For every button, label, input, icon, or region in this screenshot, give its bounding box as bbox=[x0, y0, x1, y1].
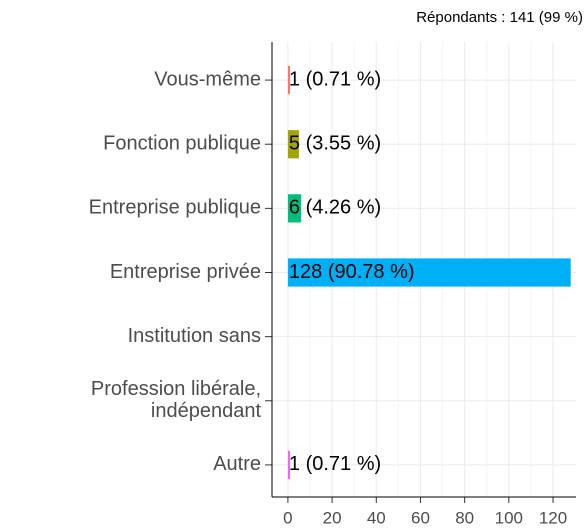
x-tick-label: 60 bbox=[411, 508, 430, 527]
x-tick-label: 100 bbox=[495, 508, 523, 527]
x-tick-label: 120 bbox=[539, 508, 567, 527]
bar bbox=[287, 130, 299, 159]
x-tick-label: 80 bbox=[455, 508, 474, 527]
data-label: 1 (0.71 %) bbox=[289, 453, 381, 475]
x-tick-label: 20 bbox=[323, 508, 342, 527]
y-tick-label: Vous-même bbox=[154, 68, 261, 90]
x-tick-label: 0 bbox=[283, 508, 292, 527]
y-tick-label: Entreprise publique bbox=[89, 197, 261, 219]
y-tick-label: Autre bbox=[213, 453, 261, 475]
data-label: 5 (3.55 %) bbox=[289, 132, 381, 154]
y-tick-label: Institution sans bbox=[128, 325, 261, 347]
bar bbox=[287, 65, 291, 95]
bar bbox=[287, 194, 302, 223]
x-tick-label: 40 bbox=[367, 508, 386, 527]
y-tick-label: Entreprise privée bbox=[110, 261, 261, 283]
bar bbox=[287, 258, 571, 287]
data-label: 1 (0.71 %) bbox=[289, 68, 381, 90]
bar bbox=[287, 450, 291, 480]
y-tick-label: Fonction publique bbox=[103, 132, 261, 154]
chart-subtitle: Répondants : 141 (99 %) bbox=[416, 9, 583, 26]
y-tick-label: Profession libérale, indépendant bbox=[91, 378, 262, 422]
data-label: 128 (90.78 %) bbox=[289, 261, 415, 283]
data-label: 6 (4.26 %) bbox=[289, 197, 381, 219]
